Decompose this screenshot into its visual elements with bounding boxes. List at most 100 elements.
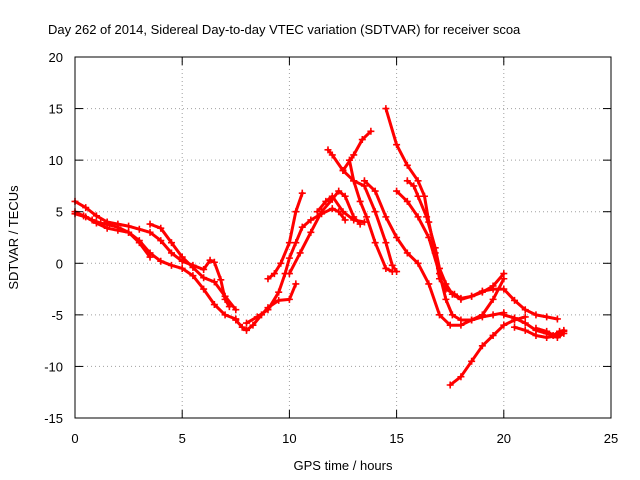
data-point <box>371 187 379 195</box>
data-point <box>388 261 396 269</box>
data-point <box>210 301 218 309</box>
data-point <box>532 331 540 339</box>
chart-title: Day 262 of 2014, Sidereal Day-to-day VTE… <box>48 22 521 37</box>
data-point <box>232 306 240 314</box>
data-point <box>431 244 439 252</box>
x-tick-label: 10 <box>282 431 296 446</box>
data-point <box>393 187 401 195</box>
data-point <box>232 316 240 324</box>
data-point <box>403 197 411 205</box>
data-point <box>393 234 401 241</box>
data-point <box>285 270 293 278</box>
data-point <box>167 249 175 257</box>
data-point <box>275 288 283 296</box>
data-point <box>410 182 418 190</box>
data-point <box>521 319 529 327</box>
data-point <box>489 331 497 339</box>
data-point <box>500 270 508 278</box>
tick-labels: 0 5 10 15 20 25 -15 -10 -5 0 5 10 15 20 <box>44 50 618 446</box>
data-point <box>446 381 454 389</box>
data-point <box>489 282 497 290</box>
data-point <box>403 161 411 169</box>
data-point <box>414 177 422 185</box>
series-line <box>534 326 566 339</box>
data-point <box>296 249 304 257</box>
data-point <box>178 264 186 272</box>
data-point <box>414 213 422 221</box>
data-point <box>350 216 358 224</box>
data-point <box>382 213 390 221</box>
data-point <box>446 321 454 329</box>
data-point <box>414 192 422 200</box>
series-9 <box>313 192 368 226</box>
y-tick-label: 15 <box>49 102 63 117</box>
data-point <box>200 274 208 282</box>
x-tick-label: 20 <box>497 431 511 446</box>
data-point <box>243 319 251 327</box>
series-12 <box>345 156 396 276</box>
data-point <box>420 192 428 200</box>
data-point <box>264 275 272 283</box>
series-16 <box>403 177 508 303</box>
data-point <box>521 326 529 334</box>
data-point <box>425 280 433 288</box>
y-tick-label: 5 <box>56 205 63 220</box>
data-point <box>457 295 465 303</box>
series-line <box>362 179 506 327</box>
data-point <box>200 265 208 273</box>
data-point <box>511 323 519 331</box>
data-point <box>285 254 293 262</box>
x-tick-label: 15 <box>389 431 403 446</box>
data-point <box>345 156 353 164</box>
data-point <box>521 313 529 321</box>
data-point <box>382 264 390 272</box>
y-tick-label: -10 <box>44 359 63 374</box>
data-point <box>167 239 175 247</box>
data-point <box>478 288 486 296</box>
x-tick-label: 5 <box>179 431 186 446</box>
data-point <box>210 258 218 266</box>
data-point <box>393 141 401 149</box>
y-tick-label: -15 <box>44 411 63 426</box>
data-point <box>217 276 225 284</box>
data-point <box>435 264 443 272</box>
series-line <box>448 315 527 387</box>
data-point <box>560 329 568 337</box>
data-point <box>125 228 133 236</box>
data-point <box>221 292 229 300</box>
series-6 <box>243 205 349 327</box>
data-point <box>292 208 300 216</box>
data-point <box>146 249 154 257</box>
data-point <box>92 219 100 227</box>
data-point <box>103 224 111 232</box>
data-point <box>146 228 154 236</box>
data-point <box>221 311 229 319</box>
data-point <box>298 223 306 231</box>
y-tick-label: 10 <box>49 153 63 168</box>
data-point <box>157 237 165 245</box>
data-point <box>511 296 519 304</box>
series-line <box>73 212 238 321</box>
data-point <box>275 296 283 304</box>
data-point <box>146 220 154 228</box>
data-point <box>457 316 465 324</box>
data-point <box>339 166 347 174</box>
data-point <box>489 295 497 303</box>
y-tick-label: 20 <box>49 50 63 65</box>
data-point <box>307 216 315 224</box>
data-point <box>442 295 450 303</box>
y-tick-label: 0 <box>56 256 63 271</box>
data-point <box>543 334 551 342</box>
data-point <box>414 259 422 267</box>
data-point <box>285 239 293 247</box>
data-point <box>500 285 508 293</box>
data-point <box>328 192 336 200</box>
data-point <box>423 213 431 221</box>
y-tick-label: -5 <box>51 308 63 323</box>
x-axis-label: GPS time / hours <box>294 458 393 473</box>
data-point <box>543 327 551 335</box>
data-point <box>292 280 300 288</box>
series-line <box>73 199 231 309</box>
data-point <box>206 256 214 264</box>
